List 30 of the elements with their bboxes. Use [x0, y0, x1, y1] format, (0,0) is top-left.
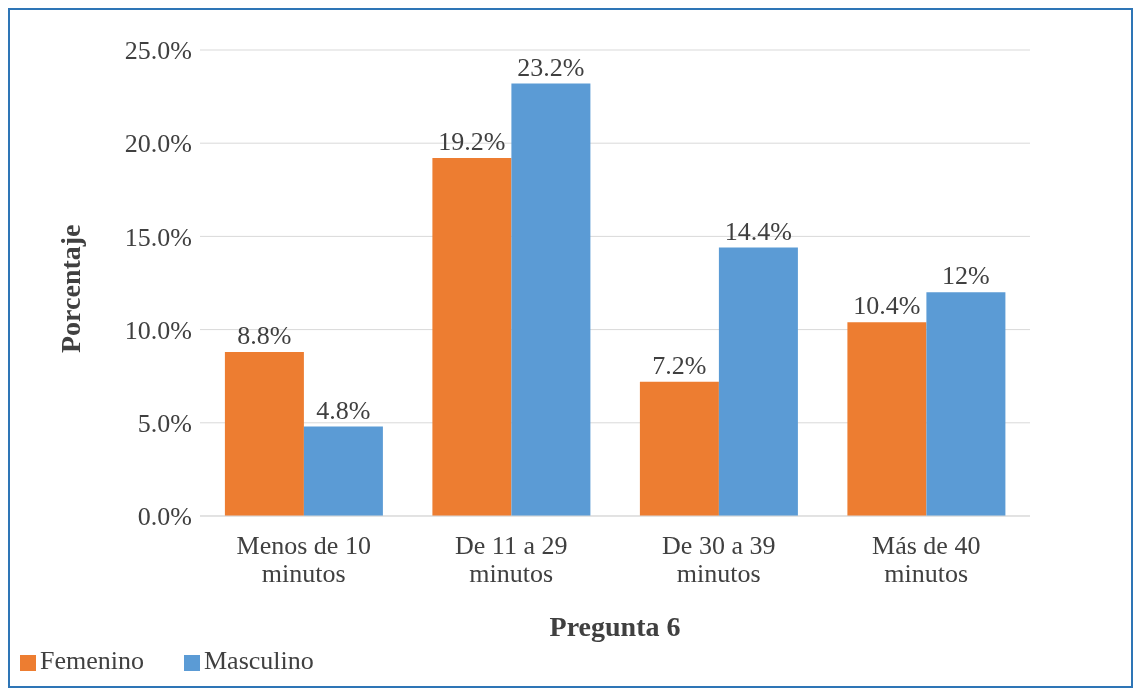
legend-label: Femenino [40, 646, 144, 675]
bar [303, 426, 383, 516]
bar [432, 158, 512, 516]
bar [511, 83, 591, 516]
x-tick-label: Menos de 10 minutos [236, 531, 371, 588]
data-label: 19.2% [438, 127, 506, 157]
bar [926, 292, 1006, 516]
bar [847, 322, 927, 516]
data-label: 8.8% [237, 320, 292, 350]
y-tick-label: 15.0% [124, 222, 192, 252]
bar [718, 247, 798, 516]
legend-label: Masculino [204, 646, 314, 675]
bar [639, 381, 719, 516]
data-label: 14.4% [724, 216, 792, 246]
y-tick-label: 10.0% [124, 315, 192, 345]
data-label: 10.4% [853, 291, 921, 321]
y-tick-label: 25.0% [124, 36, 192, 66]
y-axis-title: Porcentaje [54, 224, 86, 353]
data-label: 7.2% [652, 350, 707, 380]
data-label: 12% [942, 261, 990, 291]
data-label: 4.8% [316, 395, 371, 425]
x-tick-label: Más de 40 minutos [872, 531, 981, 588]
y-tick-label: 20.0% [124, 129, 192, 159]
data-label: 23.2% [517, 52, 585, 82]
y-tick-label: 5.0% [137, 409, 192, 439]
y-tick-label: 0.0% [137, 502, 192, 532]
x-axis-title: Pregunta 6 [549, 611, 681, 642]
bar [224, 351, 304, 516]
x-tick-label: De 30 a 39 minutos [662, 531, 776, 588]
x-tick-label: De 11 a 29 minutos [455, 531, 568, 588]
